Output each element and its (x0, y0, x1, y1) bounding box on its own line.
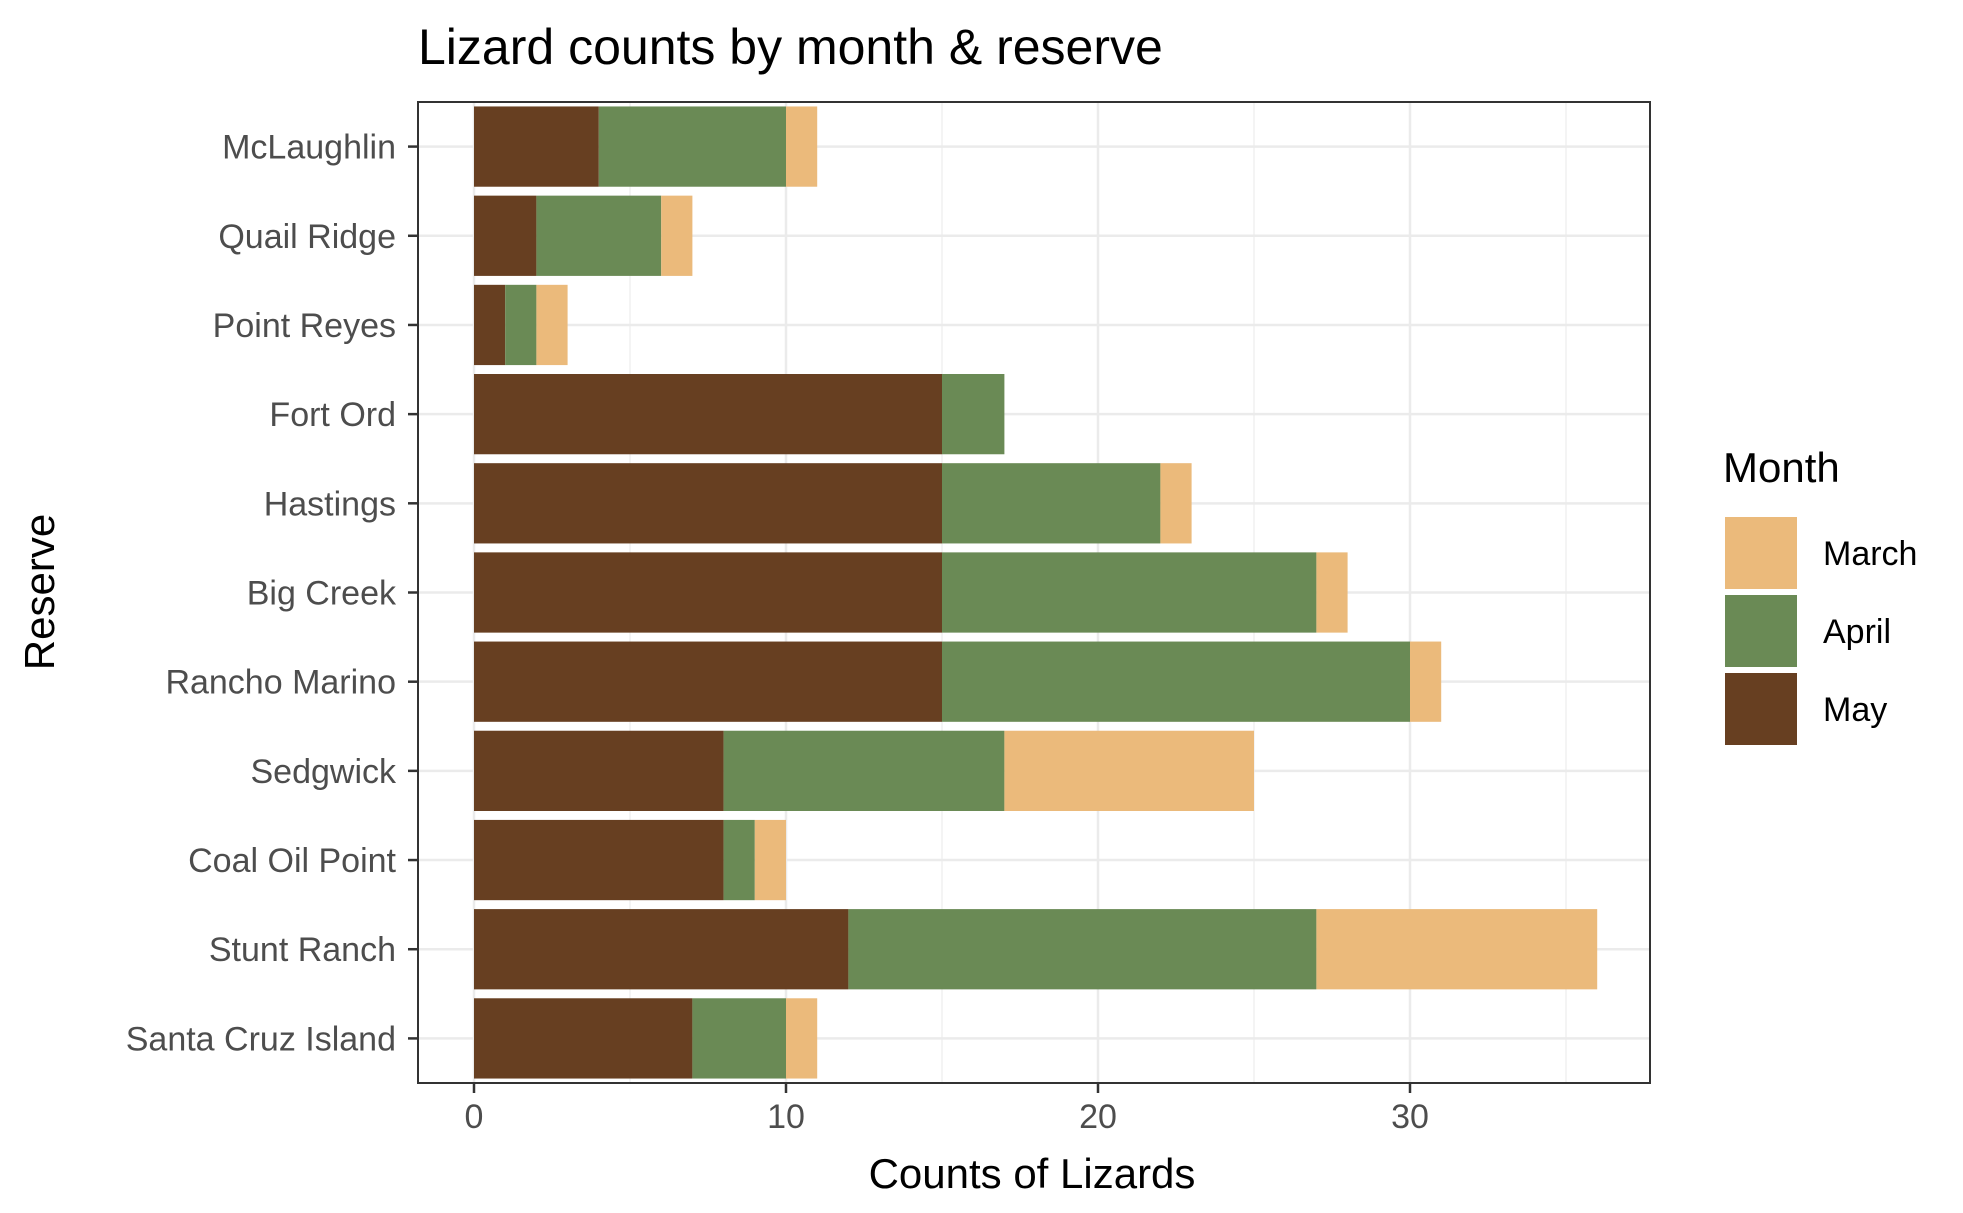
bar-sedgwick-march (1004, 730, 1254, 811)
bar-big-creek-may (474, 552, 942, 633)
y-axis-title: Reserve (16, 514, 63, 670)
bar-point-reyes-april (505, 284, 537, 366)
bar-stunt-ranch-may (474, 909, 849, 990)
y-tick-label: Coal Oil Point (188, 842, 396, 880)
bar-coal-oil-point-may (474, 819, 724, 901)
bar-hastings-april (942, 463, 1161, 544)
bar-fort-ord-april (942, 374, 1005, 455)
x-tick-label: 10 (767, 1098, 805, 1136)
bar-quail-ridge-may (474, 195, 537, 276)
bar-coal-oil-point-april (723, 819, 755, 901)
x-axis-title: Counts of Lizards (869, 1150, 1196, 1197)
bar-mclaughlin-april (598, 106, 786, 187)
y-tick-label: McLaughlin (222, 129, 396, 167)
y-tick-label: Hastings (264, 485, 396, 523)
legend-swatch-may (1725, 673, 1797, 745)
bar-sedgwick-may (474, 730, 724, 811)
y-tick-label: Fort Ord (269, 396, 396, 434)
bar-stunt-ranch-april (848, 909, 1317, 990)
y-tick-label: Rancho Marino (165, 664, 396, 702)
bar-point-reyes-may (474, 284, 506, 366)
bar-mclaughlin-march (786, 106, 818, 187)
bar-rancho-marino-march (1410, 641, 1442, 722)
bar-sedgwick-april (723, 730, 1005, 811)
bar-big-creek-april (942, 552, 1317, 633)
chart-title: Lizard counts by month & reserve (418, 19, 1163, 75)
y-tick-label: Point Reyes (213, 307, 396, 345)
legend-label-march: March (1823, 535, 1917, 573)
x-tick-label: 20 (1079, 1098, 1117, 1136)
x-axis: 0 10 20 30 (465, 1083, 1429, 1136)
legend-title: Month (1723, 444, 1840, 491)
plot-area (417, 101, 1651, 1084)
y-tick-label: Quail Ridge (218, 218, 396, 256)
bar-mclaughlin-may (474, 106, 599, 187)
legend-label-april: April (1823, 613, 1891, 651)
bar-quail-ridge-march (661, 195, 693, 276)
bar-santa-cruz-island-may (474, 998, 693, 1079)
legend-label-may: May (1823, 691, 1887, 729)
bar-rancho-marino-april (942, 641, 1410, 722)
bar-quail-ridge-april (536, 195, 662, 276)
bar-rancho-marino-may (474, 641, 942, 722)
bar-fort-ord-may (474, 374, 942, 455)
bar-point-reyes-march (536, 284, 568, 366)
y-axis: McLaughlin Quail Ridge Point Reyes Fort Ord… (126, 129, 418, 1058)
bar-hastings-march (1160, 463, 1192, 544)
legend-swatch-march (1725, 517, 1797, 589)
bar-coal-oil-point-march (754, 819, 786, 901)
bar-santa-cruz-island-march (786, 998, 818, 1079)
bar-big-creek-march (1316, 552, 1348, 633)
x-tick-label: 0 (465, 1098, 484, 1136)
y-tick-label: Sedgwick (250, 753, 397, 791)
y-tick-label: Big Creek (247, 575, 397, 613)
legend-swatch-april (1725, 595, 1797, 667)
bar-hastings-may (474, 463, 942, 544)
y-tick-label: Santa Cruz Island (126, 1020, 396, 1058)
legend: Month March April May (1723, 444, 1917, 745)
y-tick-label: Stunt Ranch (209, 931, 396, 969)
bar-santa-cruz-island-april (692, 998, 786, 1079)
x-tick-label: 30 (1391, 1098, 1429, 1136)
bar-stunt-ranch-march (1316, 909, 1598, 990)
